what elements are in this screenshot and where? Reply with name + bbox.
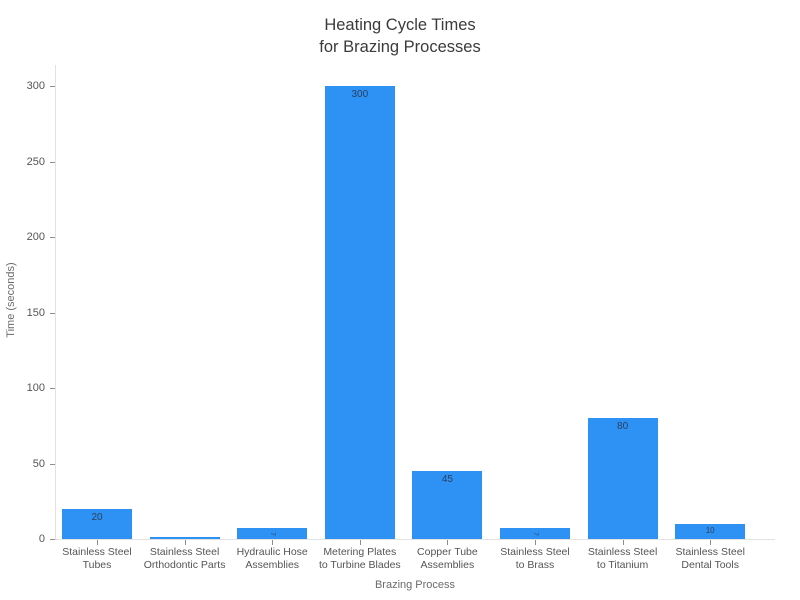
y-tick-mark <box>50 86 55 87</box>
x-tick-label: Stainless Steel Orthodontic Parts <box>143 546 226 571</box>
bar <box>324 86 395 539</box>
x-axis-line <box>55 539 775 540</box>
y-tick-mark <box>50 161 55 163</box>
bar-value-label: 20 <box>91 511 103 523</box>
bar <box>412 471 483 539</box>
y-tick-label: 250 <box>26 155 45 168</box>
y-tick-mark <box>50 388 55 389</box>
bar-value-label: 7 <box>532 531 539 536</box>
x-tick-mark <box>535 540 536 545</box>
x-tick-mark <box>359 540 361 545</box>
x-tick-label: Metering Plates to Turbine Blades <box>318 546 401 571</box>
y-tick-label: 100 <box>26 382 45 394</box>
bar-value-label: 7 <box>269 531 277 536</box>
bar <box>587 418 658 539</box>
y-tick-label: 150 <box>26 306 45 319</box>
bar <box>62 508 132 539</box>
x-tick-label: Stainless Steel to Titanium <box>587 546 658 571</box>
y-tick-mark <box>50 312 55 314</box>
bar-value-label: 45 <box>441 474 453 486</box>
y-tick-mark <box>50 539 55 540</box>
x-tick-label: Stainless Steel Tubes <box>62 546 132 571</box>
y-tick-mark <box>50 463 55 465</box>
y-tick-label: 0 <box>38 533 45 545</box>
x-tick-mark <box>97 540 98 545</box>
x-tick-label: Copper Tube Assemblies <box>417 546 478 571</box>
chart-title: Heating Cycle Times for Brazing Processe… <box>319 16 481 56</box>
bar <box>237 528 308 539</box>
y-tick-mark <box>50 237 55 238</box>
y-tick-label: 50 <box>32 457 45 470</box>
bar <box>500 528 570 539</box>
bar-value-label: 10 <box>705 526 715 536</box>
x-tick-mark <box>272 540 274 545</box>
bar <box>149 537 220 539</box>
x-tick-mark <box>710 540 712 545</box>
bar-value-label: 300 <box>351 89 369 100</box>
y-axis-line <box>55 65 56 539</box>
x-tick-label: Stainless Steel to Brass <box>500 546 570 571</box>
bar-value-label: 80 <box>617 421 629 433</box>
x-axis-title: Brazing Process <box>374 579 456 591</box>
x-tick-mark <box>447 540 449 545</box>
y-tick-label: 200 <box>26 231 45 243</box>
bar <box>675 523 746 539</box>
x-tick-label: Stainless Steel Dental Tools <box>675 546 745 571</box>
x-tick-label: Hydraulic Hose Assemblies <box>236 546 308 571</box>
x-tick-mark <box>184 540 186 545</box>
x-tick-mark <box>622 540 624 545</box>
y-tick-label: 300 <box>26 80 45 92</box>
